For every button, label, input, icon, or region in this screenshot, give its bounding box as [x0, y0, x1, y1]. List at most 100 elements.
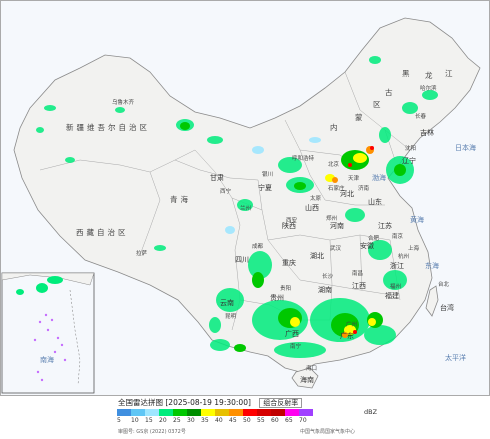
city-zhengzhou: 郑州 [326, 214, 337, 222]
city-nanchang: 南昌 [352, 269, 363, 277]
legend-swatch [229, 409, 243, 416]
label-liaoning: 辽宁 [402, 156, 416, 165]
legend-swatch [145, 409, 159, 416]
city-nanjing: 南京 [392, 232, 404, 240]
label-hubei: 湖北 [310, 251, 324, 260]
label-beijing: 北京 [328, 160, 340, 168]
city-harbin: 哈尔滨 [420, 84, 437, 92]
label-jilin: 吉林 [420, 128, 434, 137]
city-jinan: 济南 [358, 184, 370, 192]
city-wuhan: 武汉 [330, 244, 342, 252]
city-hangzhou: 杭州 [398, 252, 409, 260]
label-neimenggu-2: 蒙 [355, 112, 366, 122]
label-hebei: 河北 [340, 190, 354, 198]
label-shanxi: 山西 [305, 203, 319, 212]
legend-swatch [285, 409, 299, 416]
legend-swatch [117, 409, 131, 416]
legend-swatch [131, 409, 145, 416]
city-guiyang: 贵阳 [280, 284, 291, 292]
legend-swatch [299, 409, 313, 416]
city-shijiazhuang: 石家庄 [328, 184, 345, 192]
label-qinghai: 青海 [170, 194, 191, 204]
legend-unit: dBZ [364, 408, 378, 416]
label-sichuan: 四川 [235, 256, 249, 264]
label-hainan: 海南 [300, 375, 314, 384]
legend-tick: 15 [145, 417, 153, 424]
label-xinjiang: 新疆维吾尔自治区 [66, 122, 150, 132]
label-chongqing: 重庆 [282, 258, 296, 267]
legend-swatch [257, 409, 271, 416]
city-lanzhou: 兰州 [240, 204, 251, 212]
legend-title-text: 全国雷达拼图 [2025-08-19 19:30:00] [118, 398, 251, 407]
sea-riben: 日本海 [455, 143, 476, 152]
label-guangdong: 广东 [340, 331, 354, 340]
city-xian: 西安 [286, 216, 298, 224]
label-henan: 河南 [330, 221, 344, 230]
label-heilongjiang-2: 江 [445, 69, 456, 78]
label-neimenggu-1: 内 [330, 122, 341, 132]
label-shandong: 山东 [368, 197, 382, 206]
label-hunan: 湖南 [318, 285, 332, 294]
city-guangzhou: 广州 [346, 320, 357, 328]
legend-swatch [173, 409, 187, 416]
city-taipei: 台北 [438, 280, 450, 288]
sea-nanhai: 南海 [40, 355, 54, 364]
legend-tick: 50 [243, 417, 251, 424]
label-yunnan: 云南 [220, 298, 234, 307]
taiwan-island [425, 285, 439, 317]
label-heilongjiang-1: 黑 [402, 69, 413, 78]
legend-tick: 10 [131, 417, 139, 424]
legend-tick: 25 [173, 417, 181, 424]
label-shaanxi: 陕西 [282, 221, 296, 230]
legend-colorbar [117, 409, 313, 416]
legend: 全国雷达拼图 [2025-08-19 19:30:00] 组合反射率 5 10 15… [0, 396, 490, 439]
label-fujian: 福建 [385, 291, 399, 300]
city-lhasa: 拉萨 [136, 249, 148, 257]
legend-swatch [159, 409, 173, 416]
city-hohhot: 呼和浩特 [292, 154, 315, 162]
legend-swatch [271, 409, 285, 416]
city-yinchuan: 银川 [262, 170, 273, 178]
legend-swatch [215, 409, 229, 416]
city-taiyuan: 太原 [310, 194, 322, 202]
legend-swatch [243, 409, 257, 416]
sea-huanghai: 黄海 [410, 215, 424, 224]
label-taiwan: 台湾 [440, 303, 454, 312]
label-neimenggu-4: 区 [373, 100, 384, 109]
legend-title: 全国雷达拼图 [2025-08-19 19:30:00] 组合反射率 [118, 397, 303, 408]
china-landmass [13, 17, 481, 373]
map-labels: 新疆维吾尔自治区 西藏自治区 青海 黑 江 龙 内 蒙 古 区 吉林 辽宁 甘肃… [40, 69, 476, 384]
label-ningxia: 宁夏 [258, 183, 272, 192]
city-nanning: 南宁 [290, 342, 302, 350]
label-guizhou: 贵州 [270, 293, 284, 302]
label-jiangsu: 江苏 [378, 221, 392, 230]
radar-echoes [36, 56, 438, 358]
city-shenyang: 沈阳 [405, 144, 416, 152]
legend-tick: 35 [201, 417, 209, 424]
map-canvas: 新疆维吾尔自治区 西藏自治区 青海 黑 江 龙 内 蒙 古 区 吉林 辽宁 甘肃… [0, 0, 490, 396]
hainan-island [291, 367, 319, 389]
city-fuzhou: 福州 [390, 282, 401, 290]
legend-footer-right: 中国气象局国家气象中心 [300, 429, 356, 435]
city-haikou: 海口 [306, 364, 317, 372]
label-heilongjiang-3: 龙 [425, 70, 436, 80]
city-urumqi: 乌鲁木齐 [112, 98, 135, 106]
city-changsha: 长沙 [322, 272, 334, 280]
legend-tick: 45 [229, 417, 237, 424]
south-china-sea-inset [1, 272, 95, 394]
legend-tick: 20 [159, 417, 167, 424]
legend-tick: 40 [215, 417, 223, 424]
city-xining: 西宁 [220, 187, 232, 195]
city-chengdu: 成都 [252, 242, 264, 250]
legend-swatch [201, 409, 215, 416]
city-kunming: 昆明 [225, 313, 237, 320]
sea-donghai: 东海 [425, 261, 439, 270]
sea-taipingyang: 太平洋 [445, 353, 466, 362]
legend-tick: 55 [257, 417, 265, 424]
label-guangxi: 广西 [285, 329, 299, 338]
legend-tick: 30 [187, 417, 195, 424]
sea-bohai: 渤海 [372, 173, 386, 182]
city-changchun: 长春 [415, 112, 427, 120]
label-xizang: 西藏自治区 [76, 227, 129, 237]
